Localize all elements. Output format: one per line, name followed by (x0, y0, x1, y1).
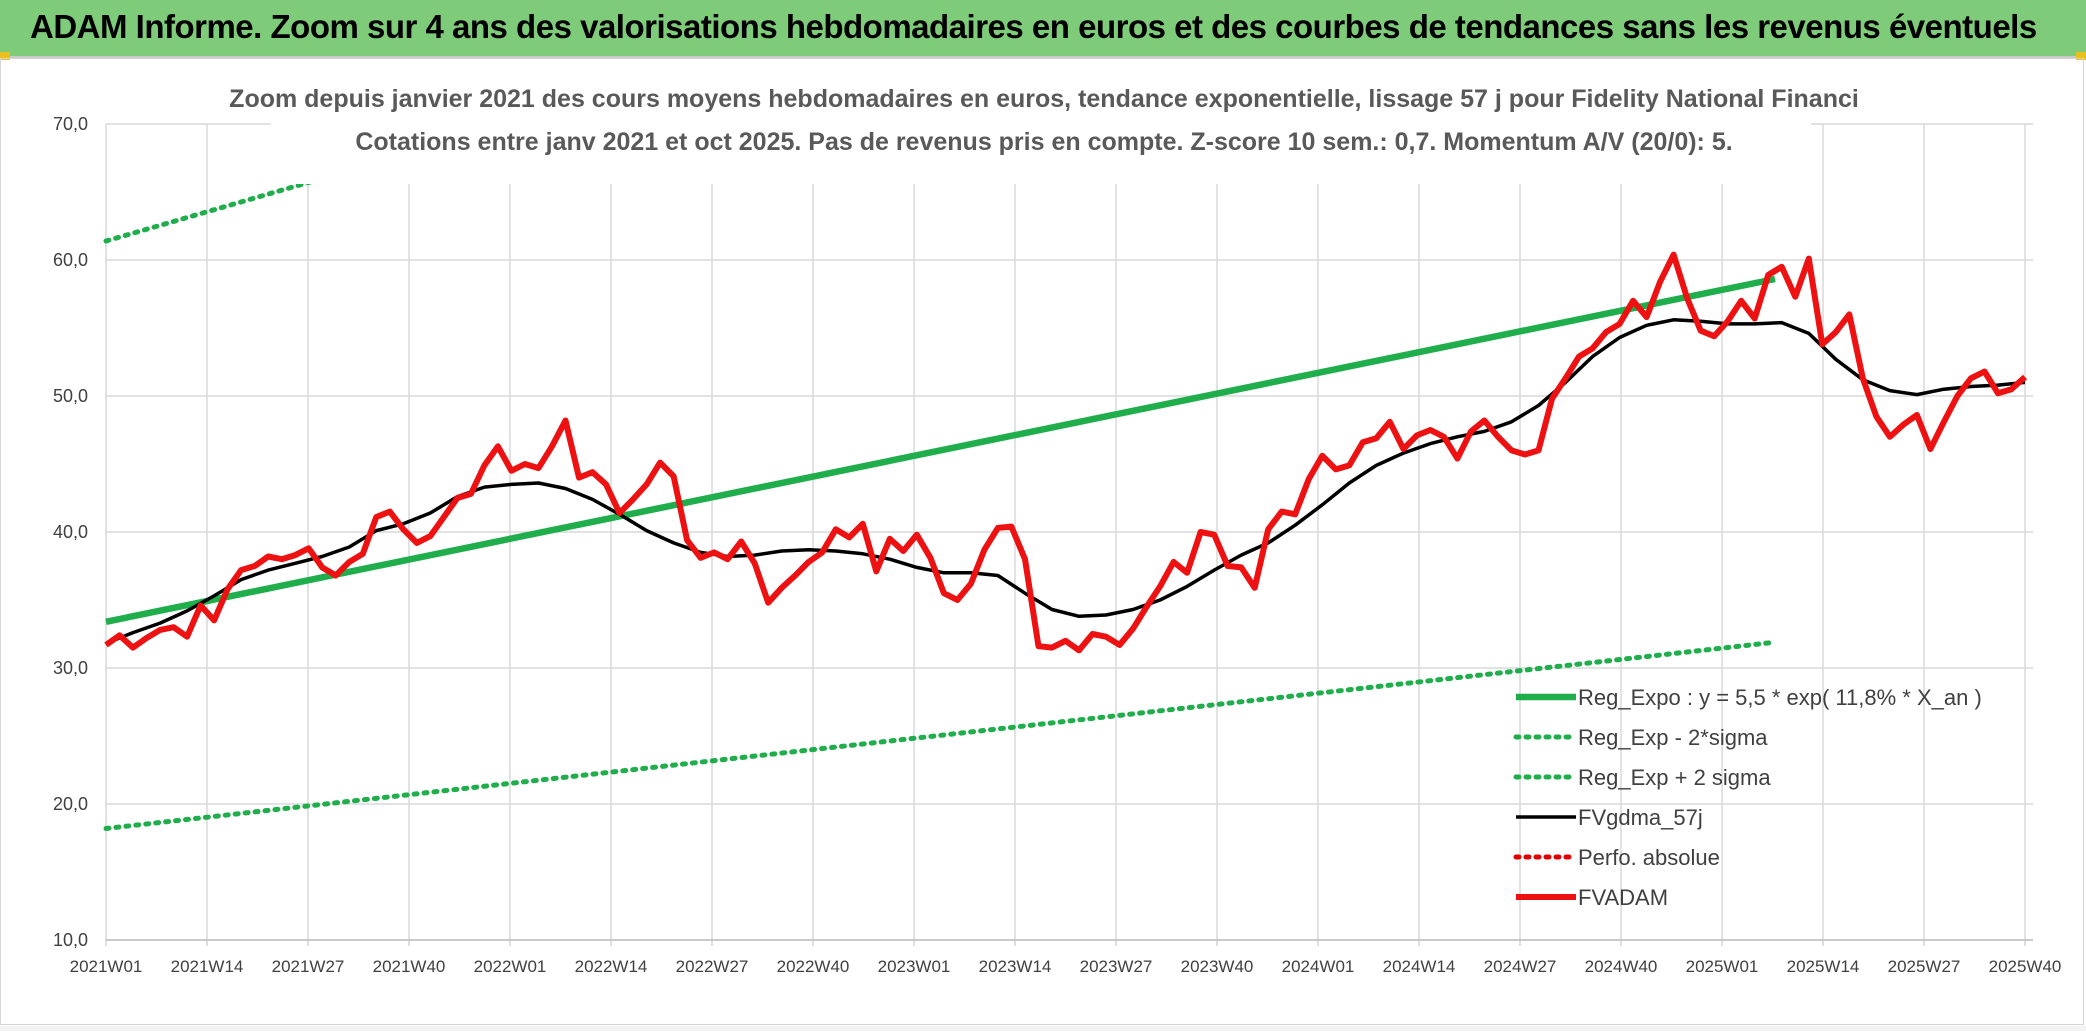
line-chart: Zoom depuis janvier 2021 des cours moyen… (53, 79, 2061, 976)
legend: Reg_Expo : y = 5,5 * exp( 11,8% * X_an )… (1513, 685, 1982, 910)
series-line-fvadam (104, 251, 2028, 654)
legend-label: FVgdma_57j (1578, 805, 1703, 830)
chart-title-line-2: Cotations entre janv 2021 et oct 2025. P… (355, 128, 1732, 156)
title-background (271, 79, 1811, 184)
legend-label: Reg_Expo : y = 5,5 * exp( 11,8% * X_an ) (1578, 685, 1982, 710)
x-tick-label: 2022W14 (575, 957, 648, 976)
x-tick-label: 2024W27 (1484, 957, 1557, 976)
corner-marker-right (2076, 52, 2086, 60)
y-tick-label: 10,0 (53, 930, 88, 950)
x-tick-label: 2022W01 (474, 957, 547, 976)
grid (105, 123, 2033, 941)
legend-label: Perfo. absolue (1578, 845, 1720, 870)
x-tick-label: 2024W40 (1585, 957, 1658, 976)
x-tick-label: 2021W40 (373, 957, 446, 976)
x-tick-label: 2025W01 (1686, 957, 1759, 976)
x-tick-label: 2021W27 (272, 957, 345, 976)
x-tick-label: 2024W01 (1282, 957, 1355, 976)
x-tick-label: 2025W27 (1888, 957, 1961, 976)
report-title: ADAM Informe. Zoom sur 4 ans des valoris… (30, 8, 2037, 45)
legend-label: Reg_Exp - 2*sigma (1578, 725, 1768, 750)
y-tick-label: 70,0 (53, 114, 88, 134)
x-tick-label: 2023W27 (1080, 957, 1153, 976)
x-tick-label: 2024W14 (1383, 957, 1456, 976)
x-tick-label: 2023W14 (979, 957, 1052, 976)
y-tick-label: 40,0 (53, 522, 88, 542)
x-tick-label: 2021W14 (171, 957, 244, 976)
x-tick-label: 2023W01 (878, 957, 951, 976)
y-tick-label: 60,0 (53, 250, 88, 270)
axes: 10,0 20,0 30,0 40,0 50,0 60,0 70,0 2021W01 2021W… (53, 114, 2061, 976)
y-tick-label: 30,0 (53, 658, 88, 678)
x-tick-label: 2023W40 (1181, 957, 1254, 976)
corner-marker-left (0, 52, 10, 60)
series-line-fvgdma_57j (105, 318, 2026, 646)
x-tick-label: 2021W01 (70, 957, 143, 976)
y-tick-label: 50,0 (53, 386, 88, 406)
chart-title-line-1: Zoom depuis janvier 2021 des cours moyen… (229, 85, 1859, 113)
header-bar: ADAM Informe. Zoom sur 4 ans des valoris… (0, 0, 2086, 58)
series-line-reg_exp (103, 639, 1778, 831)
chart-frame: Zoom depuis janvier 2021 des cours moyen… (0, 58, 2084, 1025)
x-tick-label: 2025W40 (1989, 957, 2062, 976)
y-tick-label: 20,0 (53, 794, 88, 814)
series-line-reg_expo (105, 275, 1776, 625)
x-tick-label: 2022W27 (676, 957, 749, 976)
x-tick-label: 2025W14 (1787, 957, 1860, 976)
legend-label: FVADAM (1578, 885, 1668, 910)
x-tick-label: 2022W40 (777, 957, 850, 976)
footer-line (0, 1026, 2086, 1031)
legend-label: Reg_Exp + 2 sigma (1578, 765, 1771, 790)
series-layer (103, 121, 2028, 831)
